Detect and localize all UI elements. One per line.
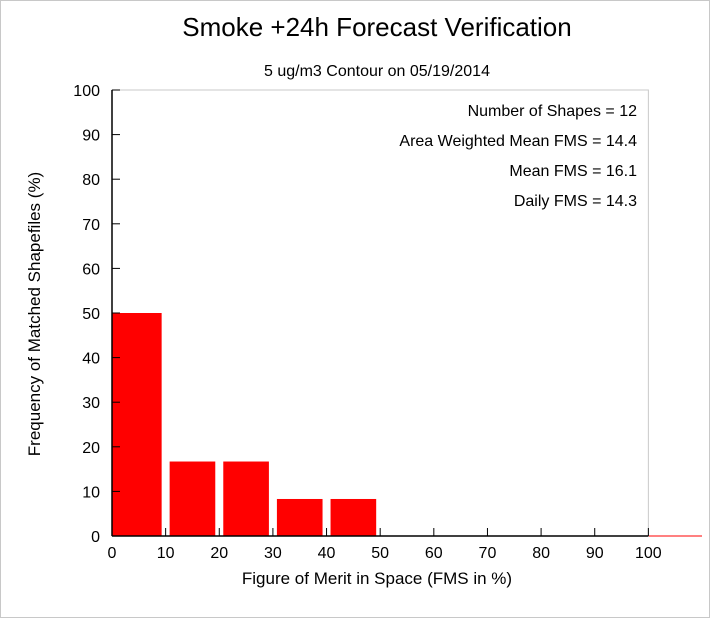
x-tick-label: 100 — [635, 545, 662, 562]
x-tick-label: 80 — [532, 545, 550, 562]
chart-title: Smoke +24h Forecast Verification — [182, 12, 571, 42]
y-tick-label: 80 — [82, 172, 100, 189]
x-tick-label: 50 — [371, 545, 389, 562]
x-tick-label: 30 — [264, 545, 282, 562]
annotation-text: Daily FMS = 14.3 — [514, 193, 637, 210]
annotations: Number of Shapes = 12 Area Weighted Mean … — [399, 103, 637, 210]
x-tick-label: 0 — [108, 545, 117, 562]
bar — [330, 498, 377, 536]
y-tick-label: 90 — [82, 128, 100, 145]
y-tick-label: 40 — [82, 351, 100, 368]
x-axis-label: Figure of Merit in Space (FMS in %) — [242, 569, 512, 588]
x-tick-label: 40 — [318, 545, 336, 562]
y-tick-label: 60 — [82, 261, 100, 278]
y-tick-label: 0 — [91, 529, 100, 546]
x-tick-label: 90 — [586, 545, 604, 562]
y-axis-label: Frequency of Matched Shapefiles (%) — [25, 172, 44, 456]
bar — [112, 313, 162, 536]
y-tick-label: 50 — [82, 306, 100, 323]
bar — [223, 461, 269, 536]
y-tick-label: 20 — [82, 440, 100, 457]
x-tick-label: 20 — [210, 545, 228, 562]
x-tick-label: 70 — [479, 545, 497, 562]
x-tick-label: 10 — [157, 545, 175, 562]
x-tick-label: 60 — [425, 545, 443, 562]
y-tick-label: 100 — [73, 83, 100, 100]
bars — [112, 313, 702, 537]
annotation-text: Area Weighted Mean FMS = 14.4 — [399, 133, 637, 150]
bar — [169, 461, 216, 536]
annotation-text: Number of Shapes = 12 — [468, 103, 638, 120]
y-tick-label: 10 — [82, 484, 100, 501]
bar — [276, 498, 323, 536]
y-tick-label: 30 — [82, 395, 100, 412]
annotation-text: Mean FMS = 16.1 — [509, 163, 637, 180]
axes: 0 10 20 30 40 50 60 70 80 90 100 0 10 20 30 40 50 60 70 80 9… — [73, 83, 662, 562]
y-tick-label: 70 — [82, 217, 100, 234]
chart-subtitle: 5 ug/m3 Contour on 05/19/2014 — [264, 63, 490, 80]
